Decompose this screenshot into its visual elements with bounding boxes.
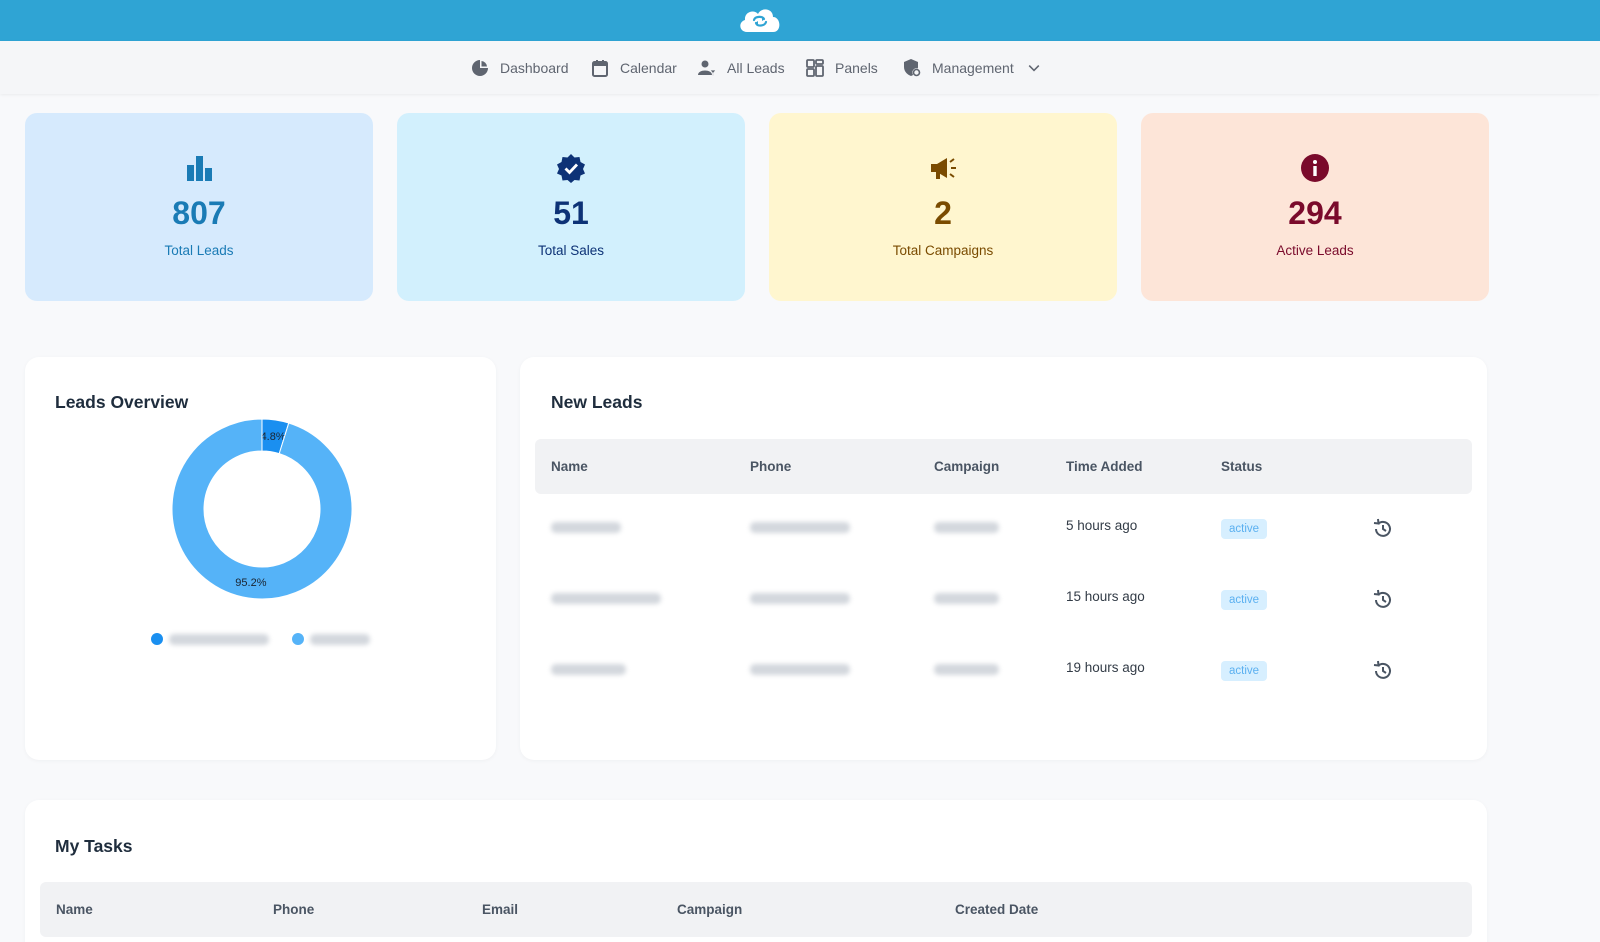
lead-phone-redacted (750, 593, 850, 604)
history-icon[interactable] (1371, 588, 1395, 612)
stat-card-total-sales: 51 Total Sales (397, 113, 745, 301)
donut-slice[interactable] (171, 418, 353, 600)
stat-value: 2 (934, 195, 952, 231)
lead-phone-redacted (750, 664, 850, 675)
chevron-down-icon[interactable] (1026, 60, 1042, 76)
nav-all-leads[interactable]: All Leads (697, 41, 785, 94)
stat-label: Total Sales (537, 243, 605, 258)
table-header: Name Phone Email Campaign Created Date (40, 882, 1472, 937)
slice-label: 4.8% (261, 431, 286, 443)
cloud-logo-icon[interactable] (735, 4, 785, 36)
shield-gear-icon (904, 58, 921, 77)
donut-chart: 4.8% 95.2% (171, 418, 353, 600)
pie-chart-icon (472, 59, 489, 76)
stat-card-total-campaigns: 2 Total Campaigns (769, 113, 1117, 301)
column-header-status[interactable]: Status (1221, 459, 1263, 474)
main-nav: Dashboard Calendar All Leads Panels (0, 41, 1600, 94)
lead-phone-redacted (750, 522, 850, 533)
legend-dot (292, 633, 304, 645)
nav-panels-label: Panels (835, 59, 878, 76)
new-leads-card: New Leads Name Phone Campaign Time Added… (520, 357, 1487, 760)
nav-all-leads-label: All Leads (727, 59, 785, 76)
table-header: Name Phone Campaign Time Added Status (535, 439, 1472, 494)
nav-panels[interactable]: Panels (805, 41, 878, 94)
nav-dashboard-label: Dashboard (500, 59, 569, 76)
nav-calendar-label: Calendar (620, 59, 677, 76)
megaphone-icon (931, 158, 956, 179)
column-header-created-date[interactable]: Created Date (955, 902, 1039, 917)
column-header-phone[interactable]: Phone (273, 902, 315, 917)
bar-chart-icon (187, 156, 212, 181)
lead-time-added: 15 hours ago (1066, 589, 1145, 604)
nav-management-label: Management (932, 59, 1014, 76)
lead-time-added: 19 hours ago (1066, 660, 1145, 675)
column-header-email[interactable]: Email (482, 902, 519, 917)
legend-label-redacted (310, 634, 370, 645)
lead-campaign-redacted (934, 593, 999, 604)
verified-badge-icon (557, 154, 585, 183)
slice-label: 95.2% (235, 577, 266, 589)
lead-name-redacted (551, 522, 621, 533)
legend-label-redacted (169, 634, 269, 645)
stat-value: 807 (172, 195, 226, 231)
history-icon[interactable] (1371, 659, 1395, 683)
column-header-campaign[interactable]: Campaign (934, 459, 1000, 474)
lead-name-redacted (551, 664, 626, 675)
status-badge: active (1221, 590, 1268, 610)
calendar-icon (592, 59, 608, 77)
column-header-campaign[interactable]: Campaign (677, 902, 743, 917)
nav-dashboard[interactable]: Dashboard (470, 41, 569, 94)
panels-grid-icon (806, 58, 824, 77)
stat-label: Total Leads (164, 243, 234, 258)
stat-value: 294 (1288, 195, 1342, 231)
leads-overview-card: Leads Overview 4.8% 95.2% (25, 357, 496, 760)
card-title: My Tasks (55, 836, 133, 856)
stat-value: 51 (553, 195, 589, 231)
status-badge: active (1221, 519, 1268, 539)
status-badge: active (1221, 661, 1268, 681)
column-header-name[interactable]: Name (56, 902, 93, 917)
column-header-time-added[interactable]: Time Added (1066, 459, 1143, 474)
nav-management[interactable]: Management (902, 41, 1042, 94)
stat-card-active-leads: 294 Active Leads (1141, 113, 1489, 301)
my-tasks-card: My Tasks Name Phone Email Campaign Creat… (25, 800, 1487, 942)
info-icon (1301, 154, 1329, 182)
lead-time-added: 5 hours ago (1066, 518, 1138, 533)
nav-calendar[interactable]: Calendar (590, 41, 677, 94)
history-icon[interactable] (1371, 517, 1395, 541)
card-title: Leads Overview (55, 392, 189, 412)
column-header-name[interactable]: Name (551, 459, 588, 474)
top-bar (0, 0, 1600, 41)
lead-campaign-redacted (934, 664, 999, 675)
lead-campaign-redacted (934, 522, 999, 533)
column-header-phone[interactable]: Phone (750, 459, 792, 474)
stat-label: Active Leads (1276, 243, 1354, 258)
stat-label: Total Campaigns (892, 243, 994, 258)
legend-dot (151, 633, 163, 645)
user-filter-icon (698, 60, 717, 76)
card-title: New Leads (551, 392, 643, 412)
stat-card-total-leads: 807 Total Leads (25, 113, 373, 301)
lead-name-redacted (551, 593, 661, 604)
